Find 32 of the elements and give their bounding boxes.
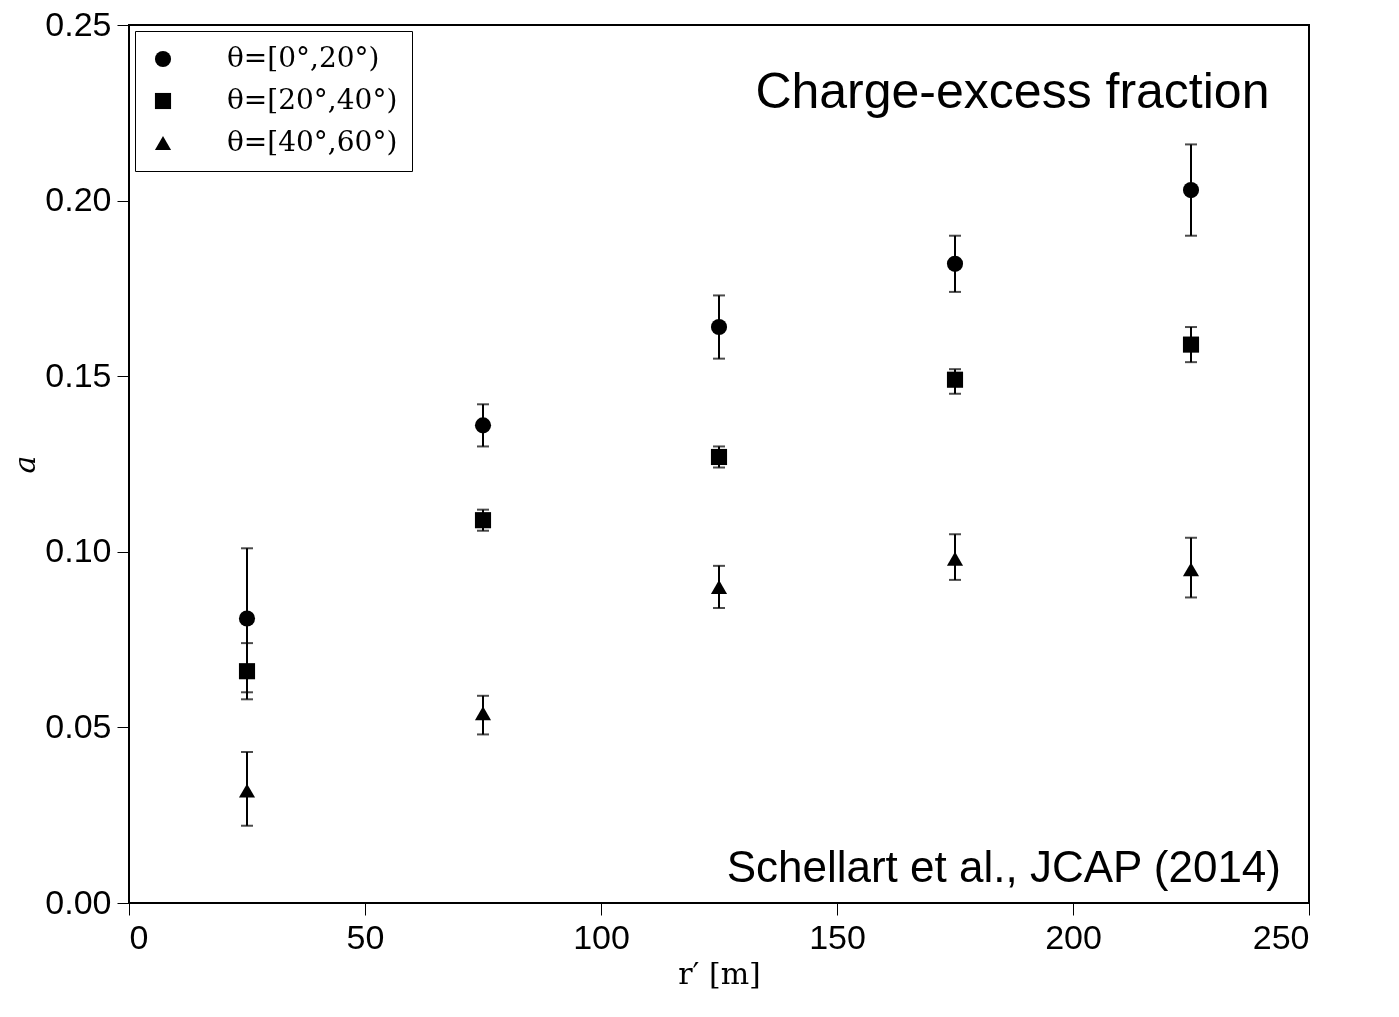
point (946, 255, 964, 272)
y-axis-title: a (7, 455, 43, 474)
point (474, 512, 492, 529)
point (946, 551, 964, 566)
point (474, 417, 492, 434)
y-tick-label: 0.20 (45, 180, 112, 219)
point (474, 706, 492, 721)
x-tick-label: 250 (1252, 917, 1310, 956)
point (238, 663, 256, 680)
x-tick-label: 100 (573, 917, 630, 956)
legend-label: θ=[0°,20°) (227, 41, 380, 74)
point (1182, 182, 1200, 199)
point (238, 610, 256, 627)
annotation: Schellart et al., JCAP (2014) (726, 842, 1281, 891)
x-tick-label: 200 (1045, 917, 1102, 956)
y-tick-label: 0.25 (45, 4, 112, 43)
y-tick-label: 0.15 (45, 355, 112, 394)
text: Charge-excess fraction (755, 63, 1270, 119)
x-tick-label: 50 (346, 917, 385, 956)
point (710, 318, 728, 336)
x-axis-title: r′ [m] (678, 955, 761, 991)
legend-label: θ=[20°,40°) (227, 83, 398, 116)
point (946, 371, 964, 388)
y-tick-label: 0.10 (45, 531, 112, 570)
x-tick-label: 150 (809, 917, 866, 956)
point (238, 783, 256, 798)
point (1182, 336, 1200, 353)
y-tick-label: 0.00 (45, 882, 112, 921)
legend-label: θ=[40°,60°) (227, 125, 398, 158)
x-tick-label: 0 (129, 917, 149, 956)
point (1182, 562, 1200, 577)
y-tick-label: 0.05 (45, 706, 112, 745)
